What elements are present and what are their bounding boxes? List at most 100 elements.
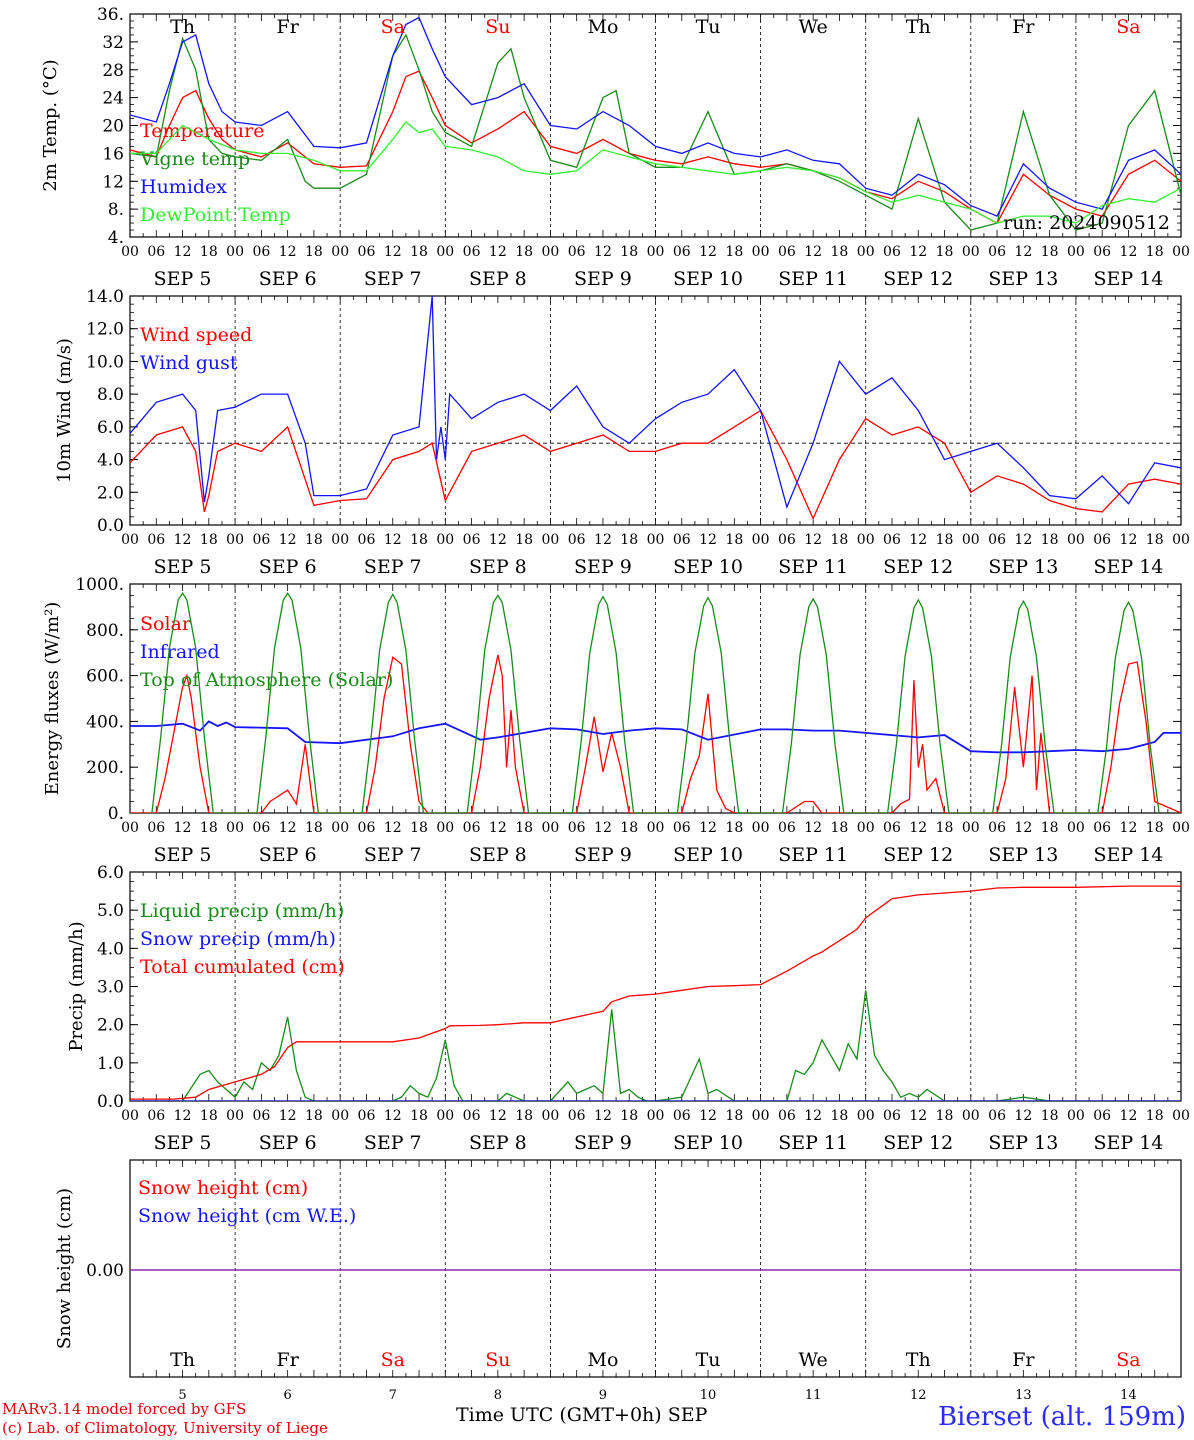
hour-tick-label: 06 [568,1108,586,1124]
y-tick-label: 5.0 [97,901,124,921]
day-name-top: We [799,16,828,38]
legend-entry: Snow precip (mm/h) [140,928,336,950]
hour-tick-label: 12 [1014,1108,1032,1124]
day-number: 7 [389,1388,397,1403]
hour-tick-label: 06 [883,244,901,260]
y-tick-label: 6.0 [97,418,124,438]
legend-entry: DewPoint Temp [140,204,291,226]
day-name-bottom: Sa [1116,1349,1140,1371]
hour-tick-label: 18 [200,820,218,836]
y-tick-label: 1000. [75,575,124,595]
y-axis-label: Precip (mm/h) [66,921,87,1051]
series-line-vigne-temp [130,33,1181,231]
hour-tick-label: 18 [1041,820,1059,836]
hour-tick-label: 00 [331,244,349,260]
day-name-bottom: We [799,1349,828,1371]
series-line-solar [130,654,1181,813]
hour-tick-label: 06 [883,820,901,836]
hour-tick-label: 12 [1014,244,1032,260]
hour-tick-label: 12 [1014,820,1032,836]
hour-tick-label: 12 [174,244,192,260]
y-tick-label: 20 [102,117,124,137]
date-label: SEP 13 [988,844,1058,866]
hour-tick-label: 06 [358,244,376,260]
xaxis-title-text: Time UTC (GMT+0h) [456,1404,662,1426]
hour-tick-label: 12 [699,532,717,548]
hour-tick-label: 00 [541,1108,559,1124]
xaxis-title: Time UTC (GMT+0h) SEP [456,1404,707,1426]
hour-tick-label: 18 [725,1108,743,1124]
hour-tick-label: 00 [1172,1108,1190,1124]
series-line-top-of-atmosphere-solar- [151,591,1160,813]
legend-entry: Wind gust [140,352,238,374]
hour-tick-label: 00 [541,820,559,836]
hour-tick-label: 06 [988,820,1006,836]
hour-tick-label: 12 [174,532,192,548]
day-number: 12 [910,1388,927,1403]
legend-entry: Temperature [140,120,264,142]
date-label: SEP 8 [469,844,527,866]
date-label: SEP 6 [259,268,317,290]
y-tick-label: 0.0 [97,516,124,536]
hour-tick-label: 06 [988,532,1006,548]
hour-tick-label: 00 [857,244,875,260]
y-tick-label: 8.0 [97,385,124,405]
legend-entry: Total cumulated (cm) [140,956,345,978]
date-label: SEP 11 [778,844,848,866]
hour-tick-label: 12 [594,820,612,836]
hour-tick-label: 06 [252,532,270,548]
day-name-top: Fr [1012,16,1035,38]
y-tick-label: 800. [86,621,124,641]
hour-tick-label: 00 [541,532,559,548]
day-name-bottom: Th [906,1349,931,1371]
legend-entry: Wind speed [140,324,252,346]
date-label: SEP 5 [154,844,212,866]
hour-tick-label: 12 [279,244,297,260]
hour-tick-label: 12 [804,820,822,836]
y-tick-label: 12.0 [86,320,124,340]
hour-tick-label: 18 [620,1108,638,1124]
hour-tick-label: 18 [725,820,743,836]
hour-tick-label: 12 [489,820,507,836]
day-name-top: Sa [1116,16,1140,38]
hour-tick-label: 18 [515,1108,533,1124]
hour-tick-label: 12 [489,532,507,548]
legend-entry: Humidex [140,176,227,198]
date-label: SEP 13 [988,268,1058,290]
y-tick-label: 400. [86,712,124,732]
day-name-bottom: Tu [696,1349,721,1371]
day-name-top: Mo [587,16,618,38]
date-label: SEP 14 [1094,844,1164,866]
date-label: SEP 12 [883,268,953,290]
hour-tick-label: 00 [121,1108,139,1124]
hour-tick-label: 12 [594,244,612,260]
hour-tick-label: 12 [1014,532,1032,548]
date-label: SEP 5 [154,556,212,578]
day-number: 11 [805,1388,822,1403]
hour-tick-label: 12 [699,1108,717,1124]
hour-tick-label: 06 [358,532,376,548]
hour-tick-label: 00 [752,532,770,548]
y-tick-label: 4. [108,228,124,248]
hour-tick-label: 12 [174,820,192,836]
hour-tick-label: 12 [279,1108,297,1124]
date-label: SEP 12 [883,1132,953,1154]
hour-tick-label: 00 [541,244,559,260]
y-tick-label: 36. [97,5,124,25]
hour-tick-label: 00 [436,820,454,836]
hour-tick-label: 00 [962,820,980,836]
legend-entry: Infrared [140,641,220,663]
hour-tick-label: 06 [463,244,481,260]
hour-tick-label: 06 [1093,532,1111,548]
hour-tick-label: 12 [699,820,717,836]
hour-tick-label: 18 [305,1108,323,1124]
panel-5: 0.00 Snow height (cm) Snow height (cm) Snow… [54,1159,1182,1378]
hour-tick-label: 12 [909,1108,927,1124]
day-name-top: Sa [381,16,405,38]
hour-tick-label: 06 [147,244,165,260]
y-tick-label: 32 [102,33,124,53]
hour-tick-label: 00 [121,532,139,548]
hour-tick-label: 00 [436,244,454,260]
day-name-bottom: Su [485,1349,510,1371]
